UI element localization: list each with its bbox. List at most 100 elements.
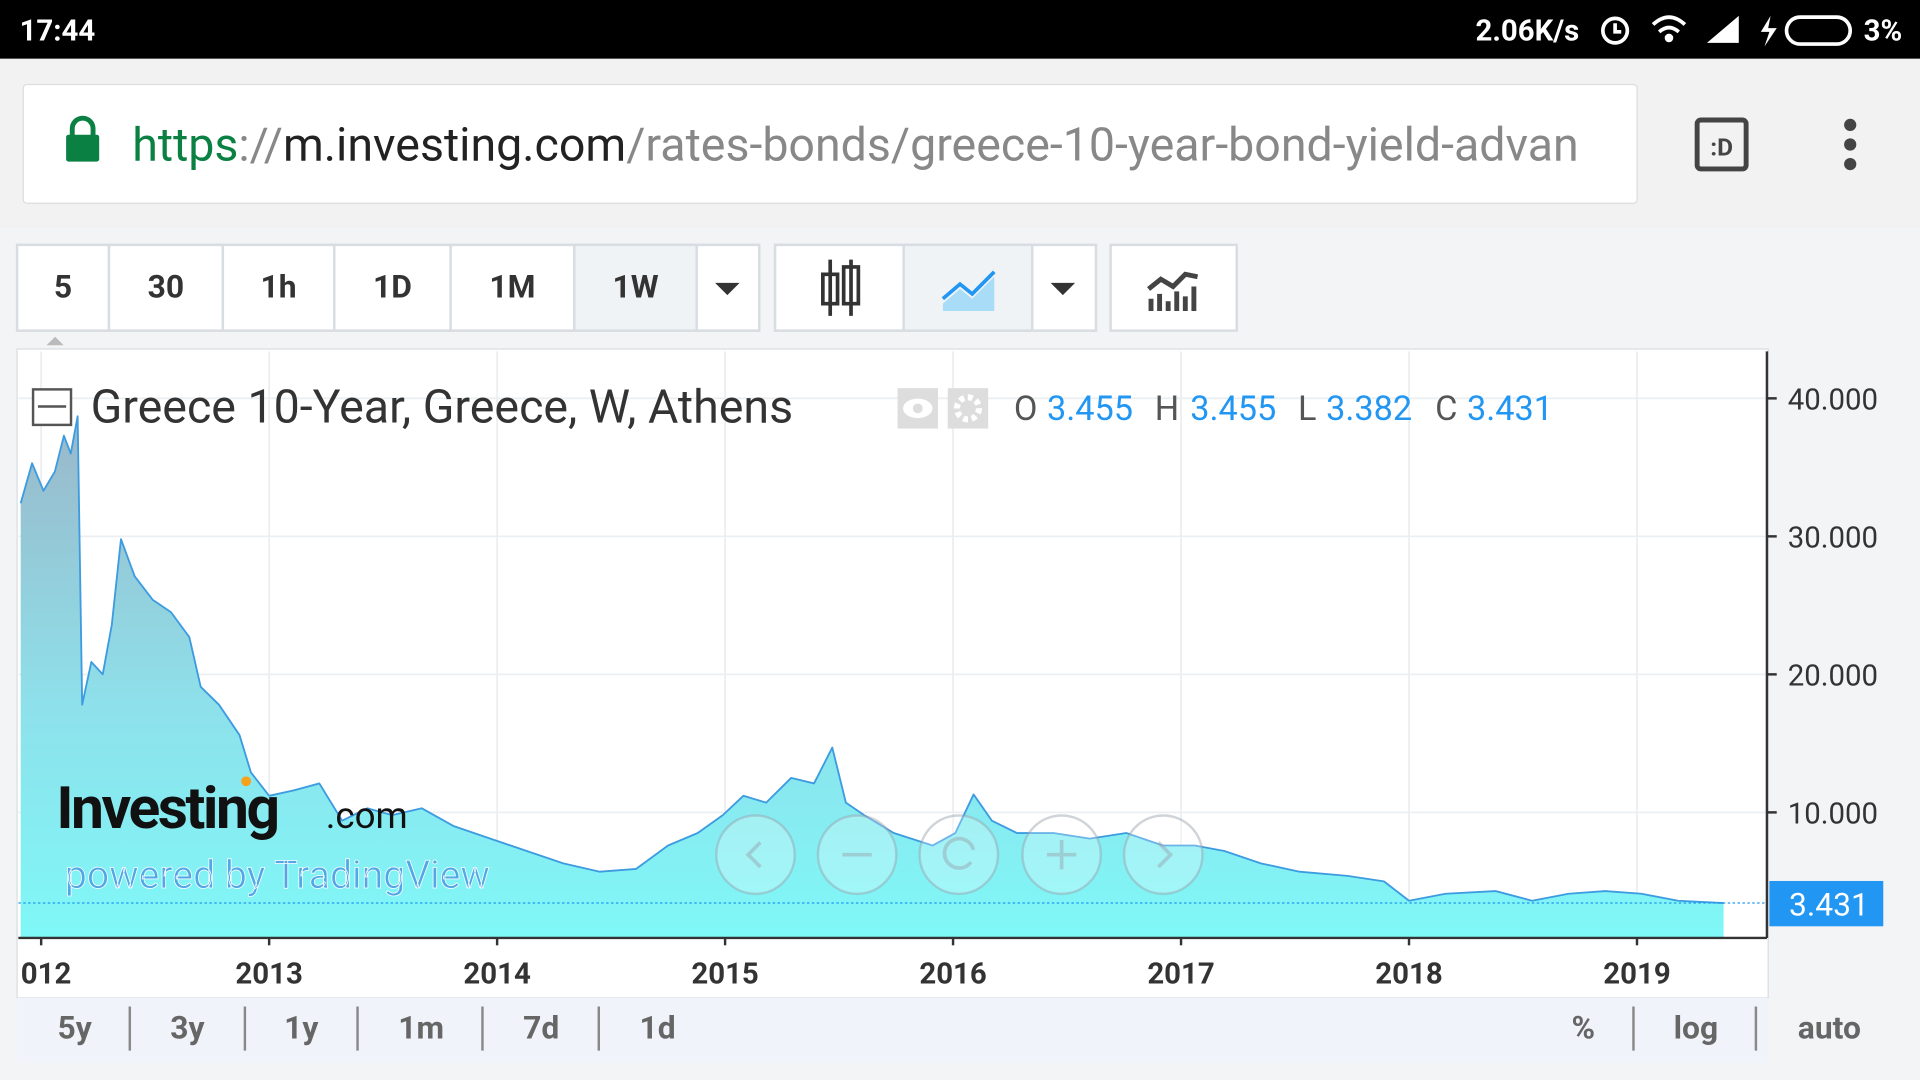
area-fill [20, 416, 1724, 938]
x-tick-label: 2015 [691, 957, 758, 991]
last-value-tag [1769, 880, 1884, 927]
x-tick-label: 2014 [463, 957, 531, 991]
scale-option[interactable]: auto [1798, 1008, 1861, 1046]
interval-cell [15, 243, 111, 332]
visibility-button[interactable] [897, 388, 938, 429]
ohlc-value: 3.455 [1190, 389, 1276, 429]
y-tick-label: 30.000 [1788, 521, 1878, 555]
last-value-label: 3.431 [1789, 885, 1869, 923]
settings-button[interactable] [947, 388, 989, 429]
style-dropdown[interactable] [1031, 243, 1098, 332]
scale-option[interactable]: % [1571, 1008, 1595, 1046]
ohlc-value: 3.455 [1047, 389, 1133, 429]
interval-button[interactable]: 1h [221, 243, 336, 332]
url-separator: :// [238, 118, 283, 172]
area-icon [942, 276, 995, 312]
ohlc-key: L [1298, 389, 1316, 429]
net-speed: 2.06K/s [1476, 14, 1580, 48]
indicators-icon [1147, 271, 1199, 312]
range-button[interactable]: 1d [639, 1008, 675, 1046]
interval-label: 1W [612, 268, 658, 306]
dropdown-arrow [715, 282, 740, 296]
collapse-button[interactable] [31, 388, 73, 427]
scroll-marker [46, 336, 64, 346]
scroll-left[interactable] [715, 814, 796, 896]
chart-title: Greece 10-Year, Greece, W, Athens [91, 380, 794, 434]
interval-label: 5 [54, 268, 72, 306]
interval-label: 1D [373, 268, 412, 306]
plot: 012 2013 2014 2015 2016 2017 2018 2019 10.000 20.… [18, 351, 1884, 991]
x-tick-label: 2013 [235, 957, 302, 991]
interval-cell [107, 243, 225, 332]
ohlc-key: O [1014, 389, 1038, 429]
chart-toolbar: 5 30 1h 1D 1M 1W [15, 243, 1238, 346]
status-bar [0, 0, 1920, 59]
url: https://m.investing.com/rates-bonds/gree… [132, 118, 1578, 172]
range-controls: 5y 3y 1y 1m 7d 1d% log auto [58, 1006, 1861, 1051]
x-tick-label: 2018 [1375, 957, 1442, 991]
ohlc-legend: O 3.455 H 3.455 L 3.382 C 3.431 [1014, 389, 1553, 429]
range-button[interactable]: 3y [170, 1008, 204, 1046]
range-button[interactable]: 5y [58, 1008, 92, 1046]
dropdown-arrow [1050, 282, 1076, 296]
range-button[interactable]: 1m [398, 1008, 444, 1046]
interval-cell [573, 243, 698, 332]
ohlc-value: 3.382 [1326, 389, 1412, 429]
interval-dropdown[interactable] [695, 243, 761, 332]
zoom-out[interactable] [816, 814, 898, 896]
status-icons [1601, 15, 1853, 47]
zoom-in[interactable] [1021, 814, 1103, 896]
interval-label: 30 [148, 268, 185, 306]
tab-switcher[interactable]: :D [1694, 117, 1749, 172]
interval-label: 1h [261, 268, 297, 306]
lock-icon [66, 115, 100, 162]
candles-icon [821, 259, 861, 316]
url-path: /rates-bonds/greece-10-year-bond-yield-a… [626, 118, 1578, 172]
clock: 17:44 [20, 14, 96, 48]
range-button[interactable]: 1y [284, 1008, 318, 1046]
reset[interactable] [918, 814, 1000, 896]
watermark-domain: .com [326, 794, 408, 837]
interval-cell [449, 243, 576, 332]
url-scheme: https [132, 118, 238, 172]
url-field[interactable] [22, 83, 1638, 204]
interval-cell [221, 243, 336, 332]
range-bar [17, 997, 1769, 1063]
scale-option[interactable]: log [1674, 1008, 1719, 1046]
watermark-dot [241, 776, 252, 787]
area-icon-line [941, 270, 996, 301]
ohlc-key: H [1155, 389, 1179, 429]
url-host: m.investing.com [283, 118, 626, 172]
x-tick-label: 2017 [1147, 957, 1214, 991]
interval-button[interactable]: 1D [333, 243, 452, 332]
x-tick-label: 2016 [919, 957, 986, 991]
y-tick-label: 40.000 [1788, 383, 1878, 417]
interval-button[interactable]: 5 [15, 243, 111, 332]
battery-level: 3% [1864, 14, 1903, 48]
interval-button[interactable]: 30 [107, 243, 225, 332]
candles-button[interactable] [773, 243, 905, 332]
tab-icon-label: :D [1710, 133, 1733, 162]
ohlc-key: C [1435, 389, 1457, 429]
y-tick-label: 20.000 [1788, 659, 1878, 693]
area-cell [902, 243, 1034, 332]
interval-button[interactable]: 1M [449, 243, 576, 332]
interval-label: 1M [489, 268, 535, 306]
area-button[interactable] [902, 243, 1034, 332]
area-line [19, 415, 1724, 904]
range-button[interactable]: 7d [523, 1008, 559, 1046]
y-tick-label: 10.000 [1788, 797, 1878, 831]
menu-button[interactable] [1844, 118, 1857, 171]
x-tick-label: 2019 [1603, 957, 1670, 991]
watermark-powered: powered by TradingView [65, 852, 490, 898]
watermark-brand: Investing [56, 774, 277, 843]
scroll-right[interactable] [1122, 814, 1204, 896]
zoom-controls [715, 814, 1204, 896]
x-tick-label: 012 [21, 957, 72, 991]
interval-button[interactable]: 1W [573, 243, 698, 332]
ohlc-value: 3.431 [1467, 389, 1553, 429]
indicators-button[interactable] [1109, 243, 1238, 332]
